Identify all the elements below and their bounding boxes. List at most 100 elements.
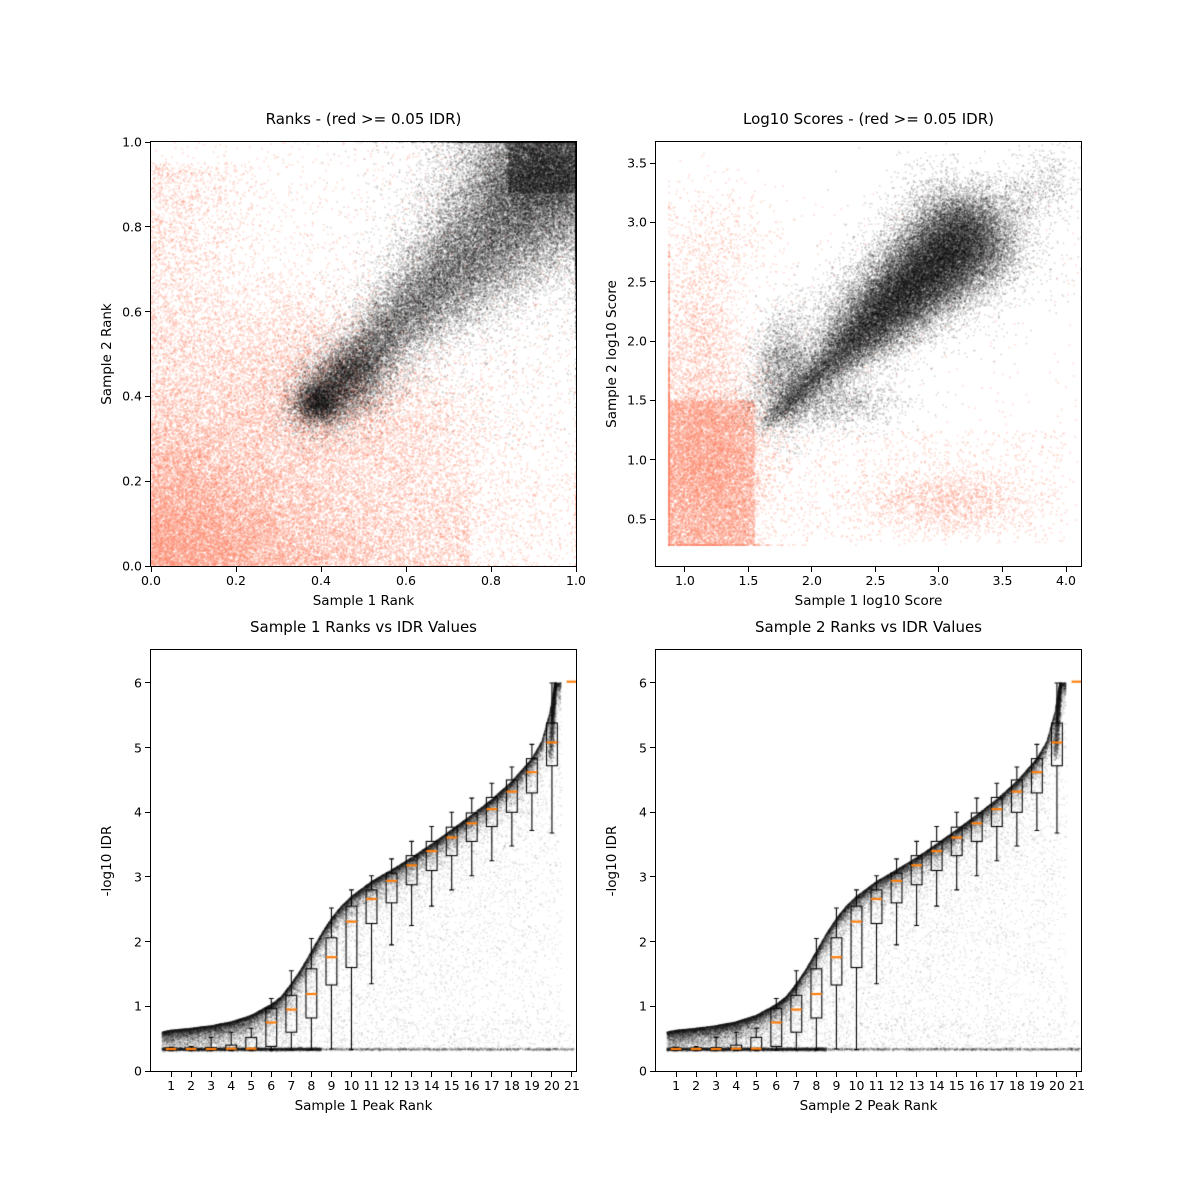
y-tick-label: 2 [134,934,142,950]
y-tick-label: 0.4 [122,388,142,404]
y-tick-mark [145,876,151,878]
x-tick-mark [330,1071,332,1077]
log10-scores-scatter-plot: Log10 Scores - (red >= 0.05 IDR) Sample … [604,110,1082,609]
y-tick-mark [145,311,151,313]
x-tick-mark [571,1071,573,1077]
y-tick-mark [145,226,151,228]
x-tick-mark [874,566,876,572]
y-tick-mark [145,480,151,482]
plot-title: Log10 Scores - (red >= 0.05 IDR) [743,110,994,128]
y-tick-label: 1.0 [627,452,647,468]
y-tick-mark [650,281,656,283]
x-tick-mark [876,1071,878,1077]
y-tick-label: 5 [134,740,142,756]
y-tick-label: 1.0 [122,134,142,150]
x-tick-mark [775,1071,777,1077]
x-tick-label: 2.0 [802,573,822,588]
y-tick-mark [650,876,656,878]
x-tick-mark [695,1071,697,1077]
x-tick-label: 2 [692,1078,701,1093]
y-tick-mark [145,1005,151,1007]
x-axis-label: Sample 1 log10 Score [794,593,943,609]
x-tick-mark [431,1071,433,1077]
x-tick-label: 0.2 [226,573,246,588]
x-tick-mark [310,1071,312,1077]
y-tick-label: 0 [639,1063,647,1079]
x-tick-label: 20 [1048,1078,1065,1093]
y-tick-label: 4 [134,804,142,820]
y-tick-mark [650,1005,656,1007]
x-tick-label: 9 [832,1078,841,1093]
x-tick-label: 20 [543,1078,560,1093]
x-tick-label: 3.0 [929,573,949,588]
y-tick-label: 0.2 [122,473,142,489]
y-tick-label: 0.6 [122,304,142,320]
x-tick-label: 18 [1008,1078,1025,1093]
x-tick-label: 19 [523,1078,540,1093]
y-tick-label: 2.0 [627,333,647,349]
x-tick-label: 11 [363,1078,380,1093]
x-tick-mark [1076,1071,1078,1077]
x-tick-mark [350,1071,352,1077]
x-tick-mark [391,1071,393,1077]
x-tick-label: 21 [564,1078,580,1093]
x-tick-mark [855,1071,857,1077]
y-tick-label: 2 [639,934,647,950]
x-tick-mark [210,1071,212,1077]
x-axis-label: Sample 1 Peak Rank [294,1098,433,1114]
x-tick-label: 1.5 [738,573,759,588]
x-tick-mark [1002,566,1003,572]
y-tick-mark [145,565,151,567]
y-tick-mark [650,518,656,520]
x-tick-mark [575,566,577,572]
x-tick-label: 7 [287,1078,296,1093]
x-tick-label: 14 [423,1078,440,1093]
y-tick-mark [145,395,151,397]
x-tick-label: 2 [187,1078,196,1093]
y-tick-label: 3 [639,869,647,885]
x-tick-label: 16 [968,1078,985,1093]
x-tick-mark [1056,1071,1058,1077]
x-axis-label: Sample 1 Rank [312,593,415,609]
x-tick-mark [916,1071,918,1077]
plot-title: Ranks - (red >= 0.05 IDR) [265,110,462,128]
log10-scores-scatter-canvas [656,142,1081,566]
sample2-rank-vs-idr-plot: Sample 2 Ranks vs IDR Values Sample 2 Pe… [604,618,1085,1114]
y-tick-label: 3 [134,869,142,885]
y-tick-label: 6 [134,675,142,691]
y-tick-label: 0.8 [122,219,142,235]
y-tick-label: 0 [134,1063,142,1079]
ranks-scatter-canvas [151,142,576,566]
y-axis-label: Sample 2 Rank [99,303,115,405]
sample1-rank-idr-canvas [151,650,576,1071]
y-tick-mark [650,811,656,813]
y-tick-mark [145,811,151,813]
x-tick-label: 8 [812,1078,821,1093]
x-tick-mark [491,1071,493,1077]
y-tick-mark [650,1070,656,1072]
x-tick-mark [290,1071,292,1077]
y-tick-label: 1 [639,998,647,1014]
x-tick-mark [996,1071,998,1077]
x-tick-label: 4.0 [1056,573,1076,588]
x-tick-label: 21 [1069,1078,1085,1093]
x-axis-label: Sample 2 Peak Rank [799,1098,938,1114]
x-tick-mark [1016,1071,1018,1077]
x-tick-label: 5 [752,1078,761,1093]
x-tick-label: 3 [207,1078,216,1093]
x-tick-mark [815,1071,817,1077]
x-tick-mark [190,1071,192,1077]
x-tick-mark [811,566,813,572]
x-tick-label: 6 [772,1078,781,1093]
x-tick-mark [371,1071,373,1077]
y-tick-mark [650,399,656,401]
x-tick-mark [551,1071,553,1077]
x-tick-label: 7 [792,1078,801,1093]
y-tick-mark [650,941,656,943]
ranks-scatter-plot: Ranks - (red >= 0.05 IDR) Sample 1 Rank … [99,110,586,609]
x-tick-mark [835,1071,837,1077]
y-tick-label: 0.0 [122,558,142,574]
x-tick-mark [1036,1071,1038,1077]
x-tick-label: 14 [928,1078,945,1093]
